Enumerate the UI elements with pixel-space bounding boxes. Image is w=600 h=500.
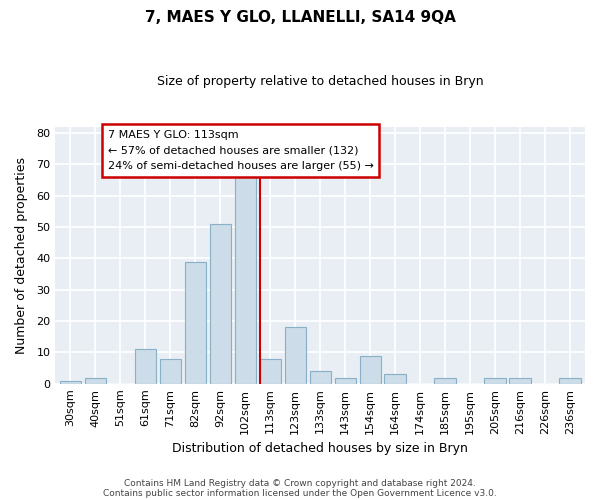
Bar <box>185 262 206 384</box>
Text: Contains HM Land Registry data © Crown copyright and database right 2024.: Contains HM Land Registry data © Crown c… <box>124 478 476 488</box>
Bar <box>160 358 181 384</box>
Y-axis label: Number of detached properties: Number of detached properties <box>15 156 28 354</box>
Text: 7 MAES Y GLO: 113sqm
← 57% of detached houses are smaller (132)
24% of semi-deta: 7 MAES Y GLO: 113sqm ← 57% of detached h… <box>108 130 374 171</box>
Bar <box>434 378 456 384</box>
Bar <box>310 372 331 384</box>
Bar <box>134 350 156 384</box>
Bar <box>59 380 81 384</box>
Bar <box>260 358 281 384</box>
Bar <box>284 328 306 384</box>
Bar <box>559 378 581 384</box>
Bar <box>335 378 356 384</box>
Bar <box>209 224 231 384</box>
Bar <box>235 177 256 384</box>
Bar <box>359 356 381 384</box>
Bar <box>509 378 530 384</box>
Bar <box>385 374 406 384</box>
Bar <box>85 378 106 384</box>
Text: Contains public sector information licensed under the Open Government Licence v3: Contains public sector information licen… <box>103 488 497 498</box>
Text: 7, MAES Y GLO, LLANELLI, SA14 9QA: 7, MAES Y GLO, LLANELLI, SA14 9QA <box>145 10 455 25</box>
Bar <box>484 378 506 384</box>
Title: Size of property relative to detached houses in Bryn: Size of property relative to detached ho… <box>157 75 484 88</box>
X-axis label: Distribution of detached houses by size in Bryn: Distribution of detached houses by size … <box>172 442 468 455</box>
